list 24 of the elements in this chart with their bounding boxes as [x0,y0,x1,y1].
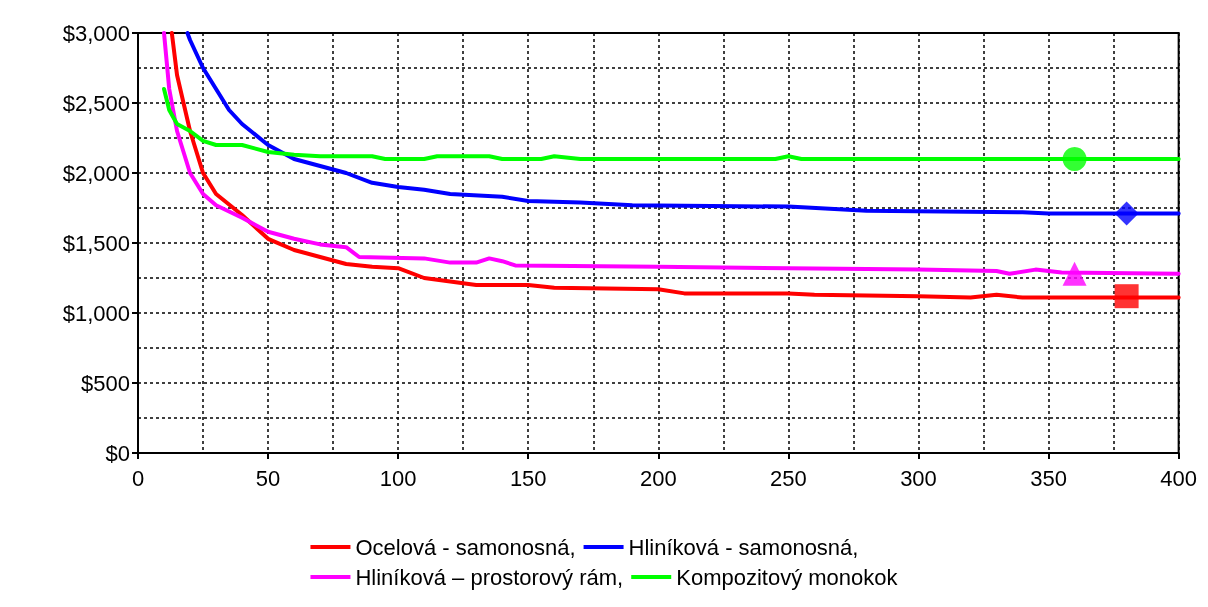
point [1114,284,1139,309]
x-tick-label: 50 [255,465,281,491]
x-tick-label: 0 [131,465,145,491]
y-tick-label: $1,500 [62,230,130,256]
x-tick-label: 300 [900,465,937,491]
legend-label: Hliníková – prostorový rám, [355,564,624,590]
legend-label: Ocelová - samonosná, [355,534,576,560]
y-tick-label: $1,000 [62,300,130,326]
point [1062,261,1087,286]
y-tick-label: $500 [81,370,130,396]
y-tick-label: $2,000 [62,160,130,186]
y-tick-label: $3,000 [62,20,130,46]
x-tick-label: 250 [770,465,807,491]
x-tick-label: 350 [1030,465,1067,491]
x-tick-label: 150 [509,465,547,491]
legend-label: Kompozitový monokok [676,564,899,590]
point [1114,201,1139,226]
point [1062,147,1087,171]
x-tick-label: 400 [1160,465,1198,491]
y-tick-label: $2,500 [62,90,130,116]
x-tick-label: 100 [379,465,417,491]
y-tick-label: $0 [105,440,130,466]
legend-label: Hliníková - samonosná, [628,534,859,560]
x-tick-label: 200 [639,465,677,491]
